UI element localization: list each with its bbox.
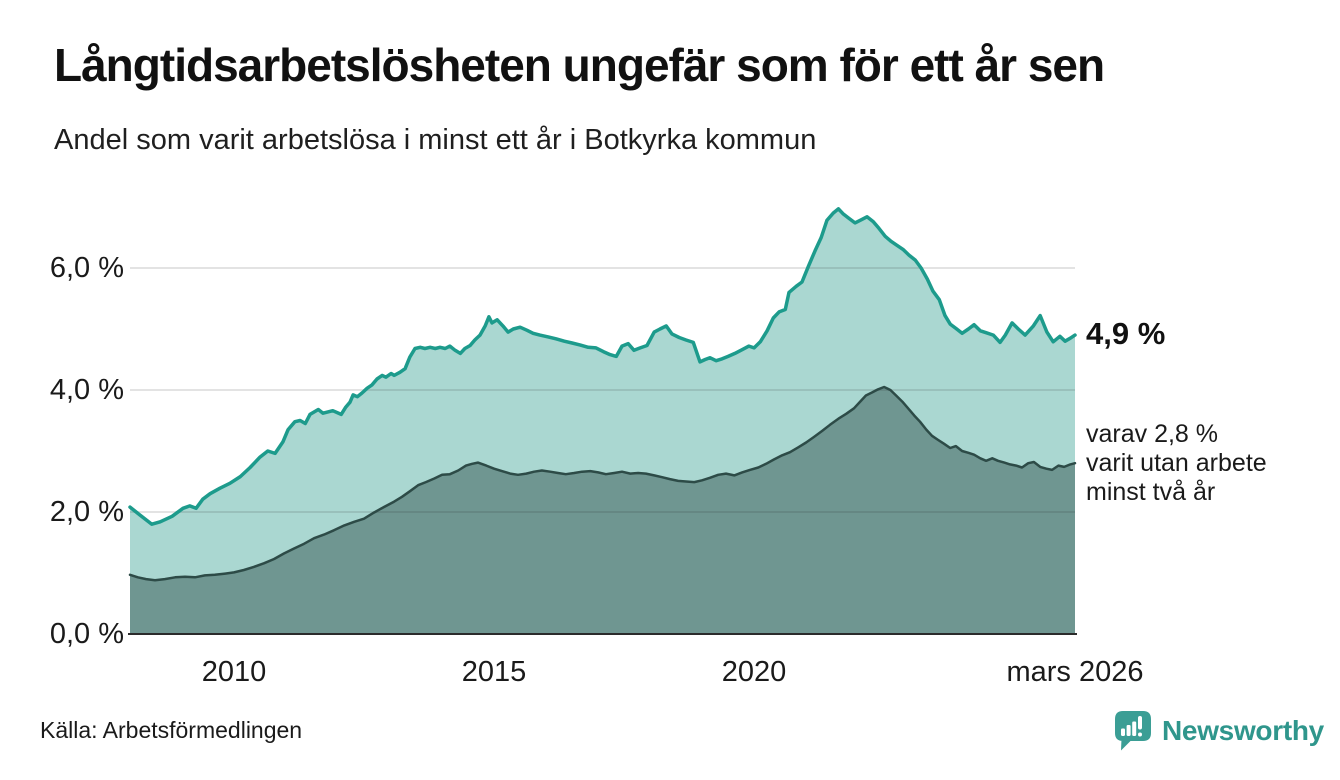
series-2-area — [130, 387, 1075, 634]
x-axis-tick-label: 2020 — [721, 656, 787, 688]
source-credit: Källa: Arbetsförmedlingen — [40, 717, 303, 743]
y-axis-tick-label: 0,0 % — [49, 618, 124, 650]
series-line — [128, 207, 1077, 526]
annotation-line: minst två år — [1086, 478, 1216, 507]
series2-end-annotation: varav 2,8 % varit utan arbete minst två … — [1086, 420, 1267, 507]
page-subtitle: Andel som varit arbetslösa i minst ett å… — [54, 124, 817, 156]
x-axis-tick-label: 2015 — [461, 656, 527, 688]
newsworthy-wordmark: Newsworthy — [1162, 715, 1324, 746]
y-axis-tick-label: 2,0 % — [49, 496, 124, 528]
y-axis-tick-label: 6,0 % — [49, 252, 124, 284]
annotation-line: varit utan arbete — [1086, 449, 1267, 478]
series-line — [128, 385, 1077, 582]
y-axis-tick-label: 4,0 % — [49, 374, 124, 406]
page-title: Långtidsarbetslösheten ungefär som för e… — [54, 39, 1105, 91]
annotation-line: varav 2,8 % — [1086, 420, 1219, 449]
newsworthy-logo: Newsworthy — [1113, 708, 1324, 754]
newsworthy-bubble-chart-icon — [1115, 711, 1151, 751]
x-axis-tick-label: mars 2026 — [1006, 656, 1144, 688]
series1-end-value-label: 4,9 % — [1086, 316, 1166, 352]
x-axis-tick-label: 2010 — [201, 656, 267, 688]
